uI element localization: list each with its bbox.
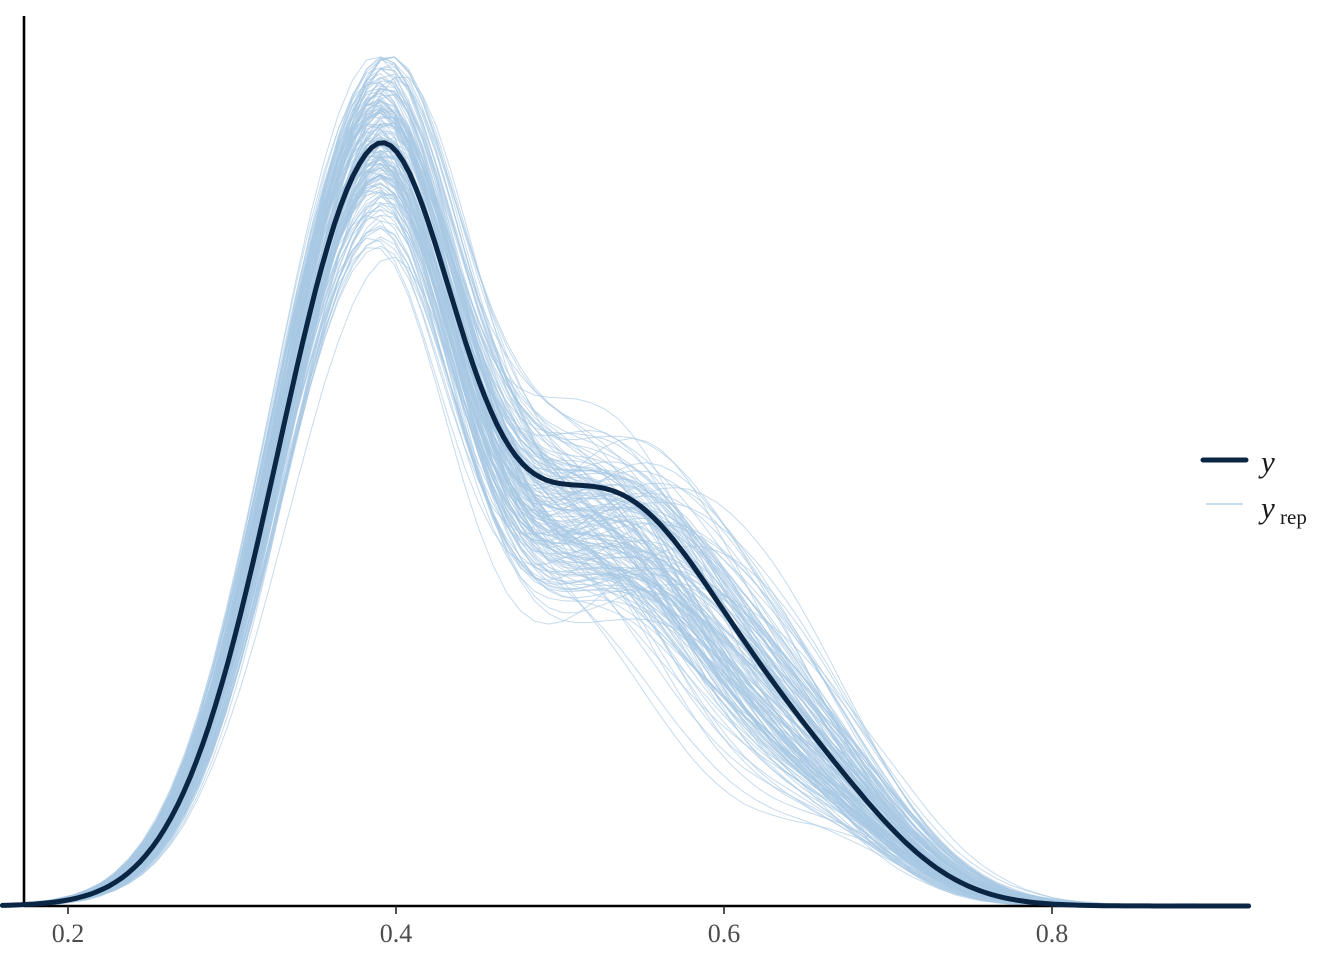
svg-text:0.2: 0.2 [52, 919, 85, 948]
svg-text:y: y [1258, 444, 1275, 479]
svg-text:0.6: 0.6 [708, 919, 741, 948]
svg-text:0.4: 0.4 [380, 919, 413, 948]
svg-text:0.8: 0.8 [1036, 919, 1069, 948]
svg-text:rep: rep [1280, 505, 1307, 529]
svg-text:y: y [1258, 490, 1275, 525]
